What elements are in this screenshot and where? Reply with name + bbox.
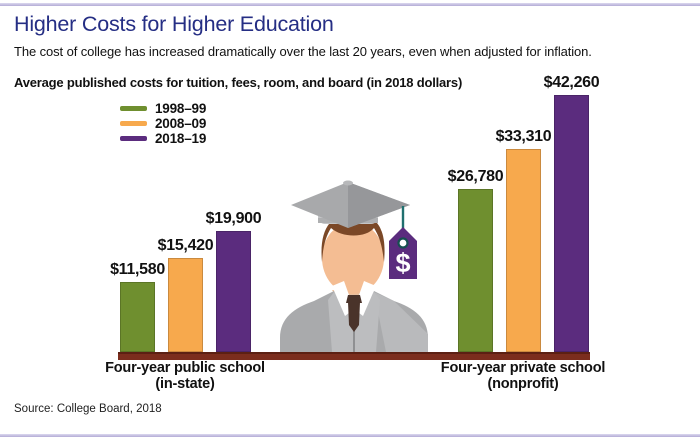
bar-2018-19-group2: [554, 95, 589, 352]
value-label: $15,420: [157, 237, 214, 254]
value-label: $33,310: [495, 128, 552, 145]
price-tag-icon: $: [389, 227, 417, 279]
legend-swatch: [120, 136, 147, 141]
chart-legend: 1998–99 2008–09 2018–19: [120, 101, 206, 146]
legend-swatch: [120, 121, 147, 126]
source-note: Source: College Board, 2018: [14, 403, 162, 415]
chart-title: Average published costs for tuition, fee…: [14, 75, 463, 90]
category-label: Four-year public school (in-state): [105, 360, 265, 392]
graduate-illustration: $: [280, 180, 428, 352]
legend-label: 2018–19: [155, 131, 207, 146]
legend-item: 1998–99: [120, 101, 206, 116]
page-subtitle: The cost of college has increased dramat…: [14, 44, 592, 59]
page-title: Higher Costs for Higher Education: [14, 12, 334, 36]
top-divider: [0, 3, 700, 6]
bar-2008-09-group2: [506, 149, 541, 352]
x-axis-line: [118, 352, 590, 360]
graduation-cap-icon: [291, 180, 410, 228]
value-label: $11,580: [110, 261, 165, 278]
value-label: $19,900: [205, 210, 262, 227]
graduate-face: [322, 222, 384, 294]
dollar-sign: $: [395, 248, 410, 278]
legend-swatch: [120, 106, 147, 111]
graduate-hair: [321, 212, 385, 262]
bar-1998-99-group2: [458, 189, 493, 352]
legend-item: 2008–09: [120, 116, 206, 131]
bar-2008-09-group1: [168, 258, 203, 352]
legend-item: 2018–19: [120, 131, 206, 146]
value-label: $42,260: [543, 74, 600, 91]
category-label: Four-year private school (nonprofit): [440, 360, 606, 392]
value-label: $26,780: [447, 168, 504, 185]
bar-2018-19-group1: [216, 231, 251, 352]
bottom-divider: [0, 434, 700, 437]
legend-label: 2008–09: [155, 116, 207, 131]
tie: [346, 295, 362, 332]
legend-label: 1998–99: [155, 101, 207, 116]
bar-1998-99-group1: [120, 282, 155, 352]
